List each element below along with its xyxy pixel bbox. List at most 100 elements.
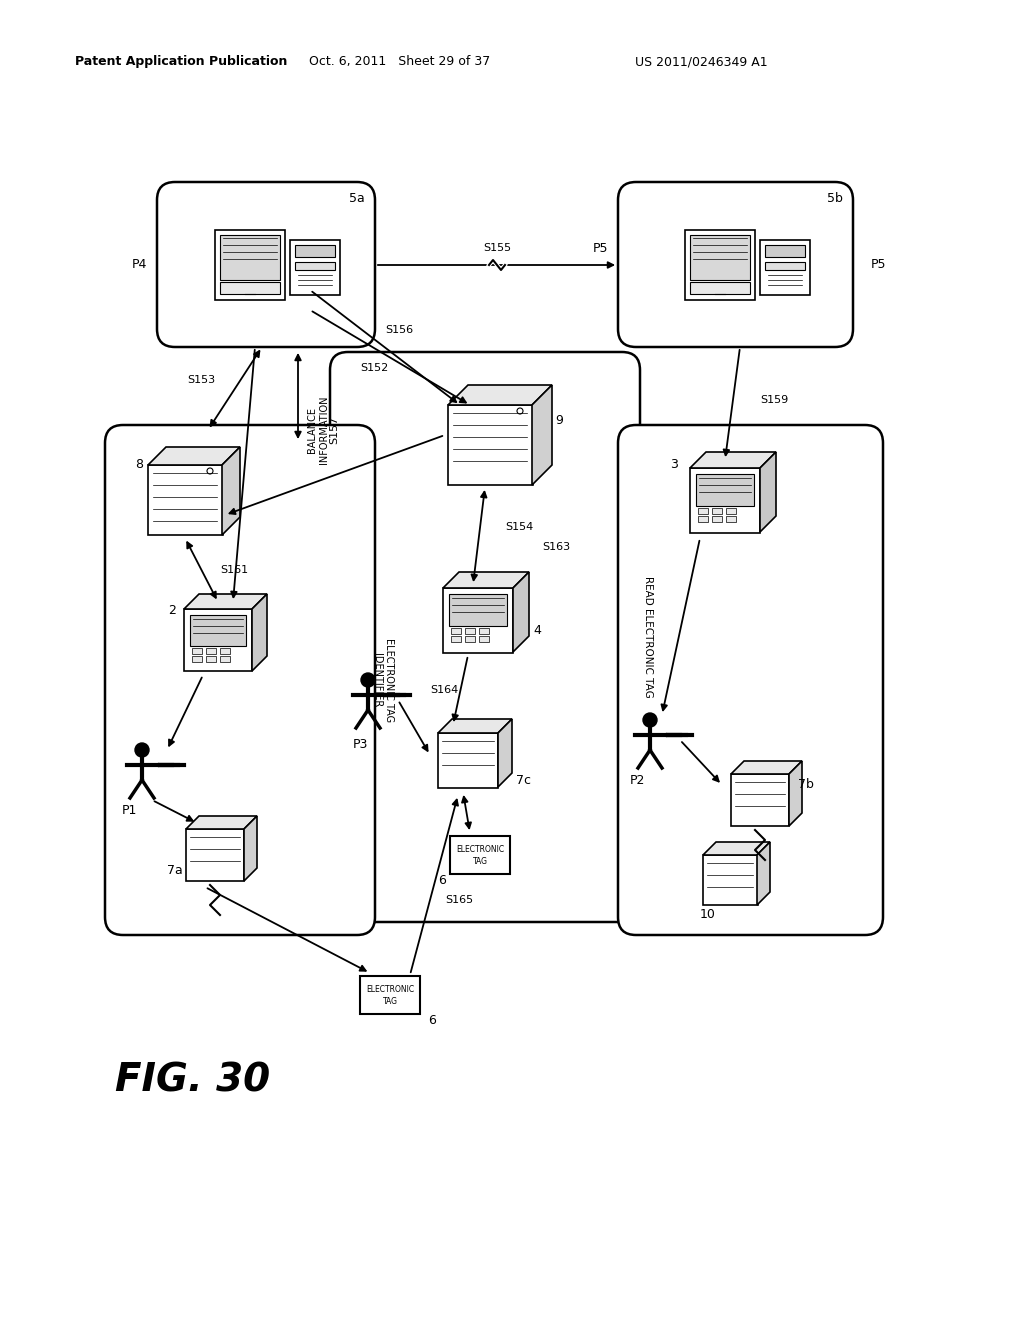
Bar <box>193 648 202 653</box>
Bar <box>451 636 461 642</box>
Polygon shape <box>498 719 512 787</box>
FancyBboxPatch shape <box>618 182 853 347</box>
FancyBboxPatch shape <box>157 182 375 347</box>
Bar <box>148 465 223 535</box>
Bar <box>690 282 750 294</box>
Polygon shape <box>222 447 240 535</box>
Bar <box>765 246 805 257</box>
Bar <box>465 636 475 642</box>
Polygon shape <box>790 762 802 826</box>
Polygon shape <box>703 842 770 855</box>
Bar <box>465 628 475 634</box>
Bar <box>696 474 754 506</box>
Bar <box>449 594 507 626</box>
Circle shape <box>361 673 375 686</box>
Text: BALANCE
INFORMATION: BALANCE INFORMATION <box>307 396 329 465</box>
Polygon shape <box>532 385 552 484</box>
Bar <box>215 230 285 300</box>
Text: S157: S157 <box>329 416 339 444</box>
Bar <box>206 656 216 663</box>
Polygon shape <box>244 816 257 880</box>
Text: P2: P2 <box>630 774 645 787</box>
Text: P4: P4 <box>131 257 146 271</box>
Text: TAG: TAG <box>383 998 397 1006</box>
FancyBboxPatch shape <box>618 425 883 935</box>
Text: S164: S164 <box>430 685 459 696</box>
Bar <box>698 508 708 513</box>
Polygon shape <box>186 816 257 829</box>
Polygon shape <box>757 842 770 906</box>
FancyBboxPatch shape <box>330 352 640 921</box>
Bar <box>450 836 510 874</box>
Text: 10: 10 <box>700 908 716 921</box>
Bar <box>220 235 280 280</box>
Bar <box>220 648 230 653</box>
Text: TAG: TAG <box>472 858 487 866</box>
Polygon shape <box>184 594 267 609</box>
Bar <box>698 516 708 521</box>
Text: 6: 6 <box>428 1014 436 1027</box>
Text: S165: S165 <box>445 895 473 906</box>
Text: 5a: 5a <box>349 191 365 205</box>
Bar <box>685 230 755 300</box>
Text: 7a: 7a <box>167 863 182 876</box>
Bar <box>443 587 513 653</box>
Text: S163: S163 <box>542 543 570 552</box>
Bar <box>726 508 736 513</box>
Bar <box>690 469 760 533</box>
Polygon shape <box>252 594 267 671</box>
Text: 3: 3 <box>670 458 678 471</box>
Text: 6: 6 <box>438 874 445 887</box>
Circle shape <box>643 713 657 727</box>
Text: Oct. 6, 2011   Sheet 29 of 37: Oct. 6, 2011 Sheet 29 of 37 <box>309 55 490 69</box>
Bar <box>760 240 810 294</box>
Text: S153: S153 <box>186 375 215 385</box>
Bar <box>479 636 489 642</box>
Bar <box>726 516 736 521</box>
Bar <box>449 405 534 484</box>
Text: 2: 2 <box>168 603 176 616</box>
Text: S155: S155 <box>483 243 511 253</box>
Text: ELECTRONIC: ELECTRONIC <box>366 986 414 994</box>
FancyBboxPatch shape <box>105 425 375 935</box>
Text: 7b: 7b <box>798 779 814 792</box>
Polygon shape <box>760 451 776 532</box>
Text: S152: S152 <box>360 363 388 374</box>
Bar <box>712 508 722 513</box>
Text: Patent Application Publication: Patent Application Publication <box>75 55 288 69</box>
Text: 8: 8 <box>135 458 143 471</box>
Bar <box>765 261 805 271</box>
Polygon shape <box>731 762 802 774</box>
Text: 7c: 7c <box>516 774 531 787</box>
Bar <box>295 261 335 271</box>
Bar <box>290 240 340 294</box>
Bar <box>360 975 420 1014</box>
Bar <box>731 774 790 826</box>
Polygon shape <box>513 572 529 652</box>
Bar <box>712 516 722 521</box>
Bar <box>479 628 489 634</box>
Polygon shape <box>438 719 512 733</box>
Text: P3: P3 <box>353 738 369 751</box>
Text: S156: S156 <box>385 325 413 335</box>
Bar <box>295 246 335 257</box>
Text: US 2011/0246349 A1: US 2011/0246349 A1 <box>635 55 768 69</box>
Text: 4: 4 <box>534 623 541 636</box>
Text: S154: S154 <box>505 521 534 532</box>
Polygon shape <box>690 451 776 469</box>
Bar <box>186 829 244 880</box>
Text: 9: 9 <box>555 413 563 426</box>
Circle shape <box>135 743 150 756</box>
Bar <box>690 235 750 280</box>
Bar <box>220 282 280 294</box>
Polygon shape <box>148 447 240 465</box>
Text: P5: P5 <box>871 257 887 271</box>
Bar <box>193 656 202 663</box>
Text: P1: P1 <box>122 804 137 817</box>
Text: 5b: 5b <box>827 191 843 205</box>
Bar <box>703 855 758 906</box>
Bar <box>206 648 216 653</box>
Bar <box>451 628 461 634</box>
Polygon shape <box>443 572 529 587</box>
Text: FIG. 30: FIG. 30 <box>115 1061 270 1100</box>
